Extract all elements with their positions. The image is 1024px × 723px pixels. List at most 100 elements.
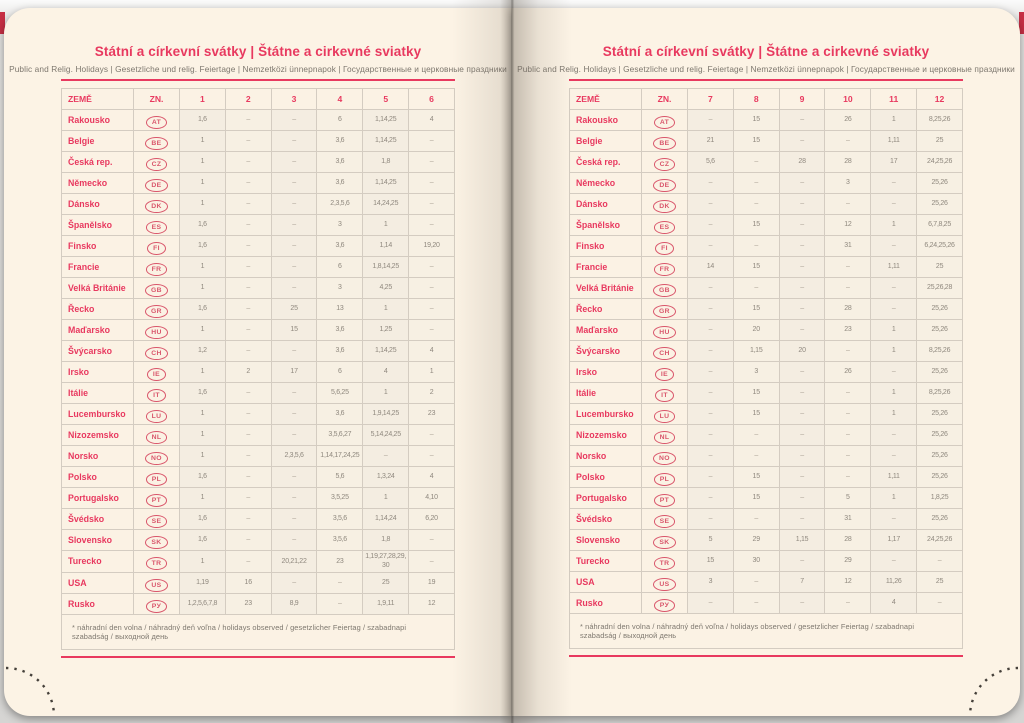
table-header: ZEMĚ ZN. 7 8 9 10 11 12 bbox=[569, 88, 963, 110]
country-code-badge: NO bbox=[145, 452, 168, 465]
holiday-days-cell: – bbox=[870, 235, 918, 257]
country-name: Portugalsko bbox=[569, 487, 642, 509]
holiday-days-cell: 1, 11 bbox=[870, 256, 918, 278]
holiday-days-cell: 25, 26 bbox=[916, 508, 963, 530]
holiday-days-cell: 24, 25, 26 bbox=[916, 151, 963, 173]
country-code-badge: NL bbox=[653, 431, 676, 444]
country-name: Velká Británie bbox=[569, 277, 642, 299]
holiday-days-cell: 17 bbox=[270, 361, 318, 383]
holiday-days-cell: 8, 9 bbox=[270, 592, 318, 615]
table-body: Rakousko AT –15–26 1 8, 25, 26 Belgie BE 21 15– –… bbox=[569, 109, 963, 614]
holiday-days-cell: 1, 19 bbox=[179, 571, 226, 594]
code-cell: ES bbox=[641, 214, 688, 236]
holiday-days-cell: 29 bbox=[824, 550, 872, 572]
country-row: Velká Británie GB 1– –3 4, 25– bbox=[61, 277, 455, 299]
country-name: Norsko bbox=[61, 445, 134, 467]
month-column-header: 4 bbox=[316, 88, 364, 110]
holiday-days-cell: 24, 25, 26 bbox=[916, 529, 963, 551]
holiday-days-cell: 31 bbox=[824, 508, 872, 530]
country-code-badge: GB bbox=[145, 284, 168, 297]
country-code-badge: CZ bbox=[653, 158, 676, 171]
red-rule-top bbox=[61, 79, 455, 81]
code-cell: PL bbox=[641, 466, 688, 488]
code-cell: PT bbox=[641, 487, 688, 509]
country-code-badge: GR bbox=[145, 305, 168, 318]
country-code-badge: PT bbox=[145, 494, 168, 507]
holiday-days-cell: – bbox=[824, 424, 872, 446]
holiday-days-cell: 1 bbox=[362, 382, 410, 404]
country-name: Itálie bbox=[569, 382, 642, 404]
code-cell: GR bbox=[133, 298, 180, 320]
country-name: Turecko bbox=[569, 550, 642, 572]
country-code-badge: US bbox=[653, 578, 676, 591]
holiday-days-cell: – bbox=[316, 571, 364, 594]
country-name: Lucembursko bbox=[61, 403, 134, 425]
holiday-days-cell: 25, 26, 28 bbox=[916, 277, 963, 299]
holiday-days-cell: 1 bbox=[179, 256, 226, 278]
holiday-days-cell: 1 bbox=[179, 151, 226, 173]
country-code-badge: HU bbox=[653, 326, 676, 339]
country-row: Švédsko SE – – –31–25, 26 bbox=[569, 508, 963, 530]
code-cell: SE bbox=[641, 508, 688, 530]
header-row: ZEMĚ ZN. 7 8 9 10 11 12 bbox=[569, 88, 963, 110]
holiday-days-cell: 1, 8, 14, 25 bbox=[362, 256, 410, 278]
country-row: Francie FR 14 15– –1, 11 25 bbox=[569, 256, 963, 278]
code-cell: NL bbox=[133, 424, 180, 446]
holiday-days-cell: – bbox=[687, 193, 734, 215]
holiday-days-cell: 3, 6 bbox=[316, 235, 364, 257]
code-cell: DE bbox=[133, 172, 180, 194]
holiday-days-cell: – bbox=[824, 130, 872, 152]
holiday-days-cell: 28 bbox=[824, 529, 872, 551]
month-column-header: 2 bbox=[224, 88, 272, 110]
holiday-days-cell: – bbox=[270, 529, 318, 551]
country-code-badge: CH bbox=[653, 347, 676, 360]
holidays-table-months-7-12: ZEMĚ ZN. 7 8 9 10 11 12 Rakousko AT –15–26 1 8, 25,… bbox=[569, 88, 963, 649]
holiday-days-cell: 2 bbox=[408, 382, 455, 404]
holiday-days-cell: 1, 11 bbox=[870, 130, 918, 152]
country-code-badge: NL bbox=[145, 431, 168, 444]
holiday-days-cell: 25 bbox=[916, 256, 963, 278]
country-row: Německo DE – – –3–25, 26 bbox=[569, 172, 963, 194]
holiday-days-cell: – bbox=[408, 277, 455, 299]
holiday-days-cell: 20 bbox=[732, 319, 780, 341]
holiday-days-cell: 25 bbox=[916, 130, 963, 152]
page-left: Státní a církevní svátky | Štátne a cirk… bbox=[4, 8, 512, 716]
holiday-days-cell: – bbox=[224, 550, 272, 573]
holiday-days-cell: – bbox=[408, 424, 455, 446]
code-cell: DK bbox=[133, 193, 180, 215]
country-name: Německo bbox=[569, 172, 642, 194]
country-code-badge: FI bbox=[655, 242, 674, 255]
holiday-days-cell: 1, 6 bbox=[179, 466, 226, 488]
country-name: Portugalsko bbox=[61, 487, 134, 509]
holiday-days-cell: – bbox=[224, 235, 272, 257]
holiday-days-cell: 28 bbox=[824, 298, 872, 320]
code-cell: CH bbox=[133, 340, 180, 362]
code-column-header: ZN. bbox=[133, 88, 180, 110]
holiday-days-cell: – bbox=[870, 298, 918, 320]
holiday-days-cell: 5, 6, 25 bbox=[316, 382, 364, 404]
country-code-badge: ES bbox=[653, 221, 676, 234]
holiday-days-cell: – bbox=[224, 319, 272, 341]
country-code-badge: FI bbox=[147, 242, 166, 255]
country-row: Finsko FI – – –31–6, 24, 25, 26 bbox=[569, 235, 963, 257]
country-name: Řecko bbox=[61, 298, 134, 320]
country-code-badge: PT bbox=[653, 494, 676, 507]
holiday-days-cell: 1, 14, 17, 24, 25 bbox=[316, 445, 364, 467]
holiday-days-cell: 12 bbox=[824, 571, 872, 593]
holiday-days-cell: 23 bbox=[316, 550, 364, 573]
holiday-days-cell: 1 bbox=[179, 550, 226, 573]
holiday-days-cell: 3, 5, 6 bbox=[316, 529, 364, 551]
holiday-days-cell: – bbox=[224, 340, 272, 362]
country-row: Rusko РУ 1, 2, 5, 6, 7, 8 23 8, 9–1, 9, 11 12 bbox=[61, 592, 455, 615]
country-name: Irsko bbox=[61, 361, 134, 383]
holiday-days-cell: – bbox=[224, 529, 272, 551]
holiday-days-cell: 25, 26 bbox=[916, 298, 963, 320]
code-cell: PT bbox=[133, 487, 180, 509]
holiday-days-cell: 12 bbox=[824, 214, 872, 236]
holiday-days-cell: 6, 24, 25, 26 bbox=[916, 235, 963, 257]
holiday-days-cell: – bbox=[687, 592, 734, 614]
holiday-days-cell: – bbox=[270, 151, 318, 173]
country-row: Portugalsko PT 1– –3, 5, 25 1 4, 10 bbox=[61, 487, 455, 509]
holiday-days-cell: 1, 8 bbox=[362, 151, 410, 173]
holiday-days-cell: 8, 25, 26 bbox=[916, 340, 963, 362]
